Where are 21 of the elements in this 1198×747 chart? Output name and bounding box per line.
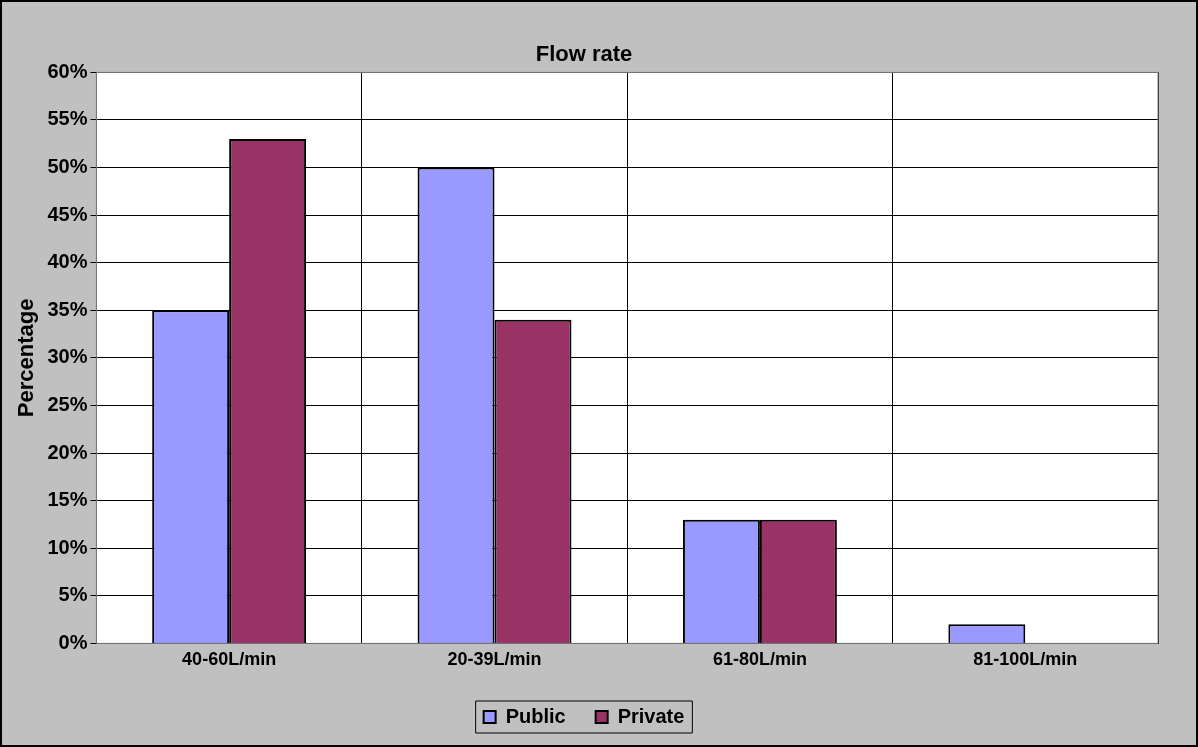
x-tick-label: 40-60L/min [182,649,277,670]
x-tick-label: 20-39L/min [447,649,542,670]
y-tick-label: 0% [58,630,88,653]
y-tick-label: 10% [47,535,88,558]
x-tick-label: 61-80L/min [712,649,807,670]
x-tick-label: 81-100L/min [973,649,1078,670]
y-tick-label: 60% [47,59,88,82]
legend-label: Public [505,704,566,727]
y-tick-label: 55% [47,107,88,130]
y-tick-label: 15% [47,488,88,511]
y-tick-label: 20% [47,440,88,463]
y-tick-label: 45% [47,202,88,225]
y-tick-label: 5% [58,583,88,606]
y-tick-label: 40% [47,250,88,273]
legend-label: Private [617,704,685,727]
y-axis-title: Percentage [13,298,39,418]
y-tick-label: 25% [47,393,88,415]
chart-title: Flow rate [535,41,633,67]
y-tick-label: 35% [47,297,88,320]
y-tick-label: 30% [47,345,88,368]
y-tick-label: 50% [47,155,88,178]
